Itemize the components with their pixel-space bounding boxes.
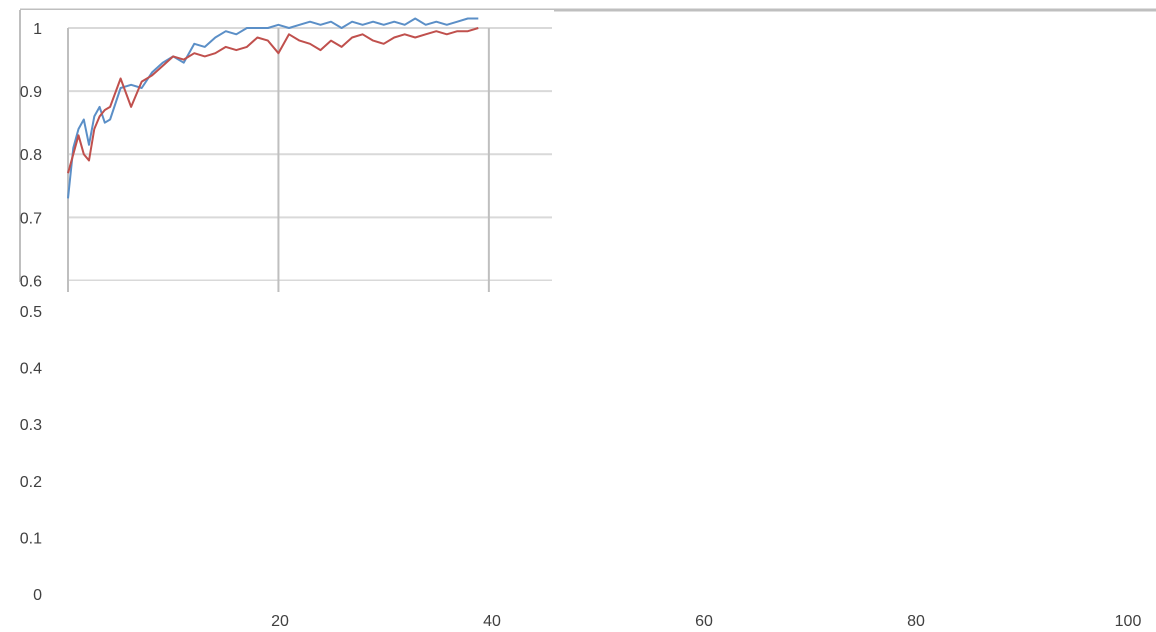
series-line-2 [67,27,479,174]
inset-plot: 0.6 0.7 0.8 0.9 1 [19,10,554,292]
x-tick-label: 60 [695,613,713,630]
y-tick-label: 0.1 [20,530,42,547]
x-tick-label: 40 [483,613,501,630]
inset-background [20,10,554,282]
y-tick-label: 0 [33,587,42,604]
x-tick-label: 100 [1115,613,1142,630]
y-tick-label: 0.4 [20,361,42,378]
y-tick-label: 0.5 [20,304,42,321]
inset-y-tick-label: 0.7 [20,210,42,227]
y-tick-label: 0.2 [20,474,42,491]
y-tick-label: 0.3 [20,417,42,434]
x-tick-label: 20 [271,613,289,630]
inset-y-tick-label: 0.8 [20,147,42,164]
series-line-1 [67,17,479,199]
x-tick-label: 80 [907,613,925,630]
inset-y-tick-label: 0.6 [20,273,42,290]
inset-y-tick-label: 1 [33,21,42,38]
inset-y-tick-label: 0.9 [20,84,42,101]
